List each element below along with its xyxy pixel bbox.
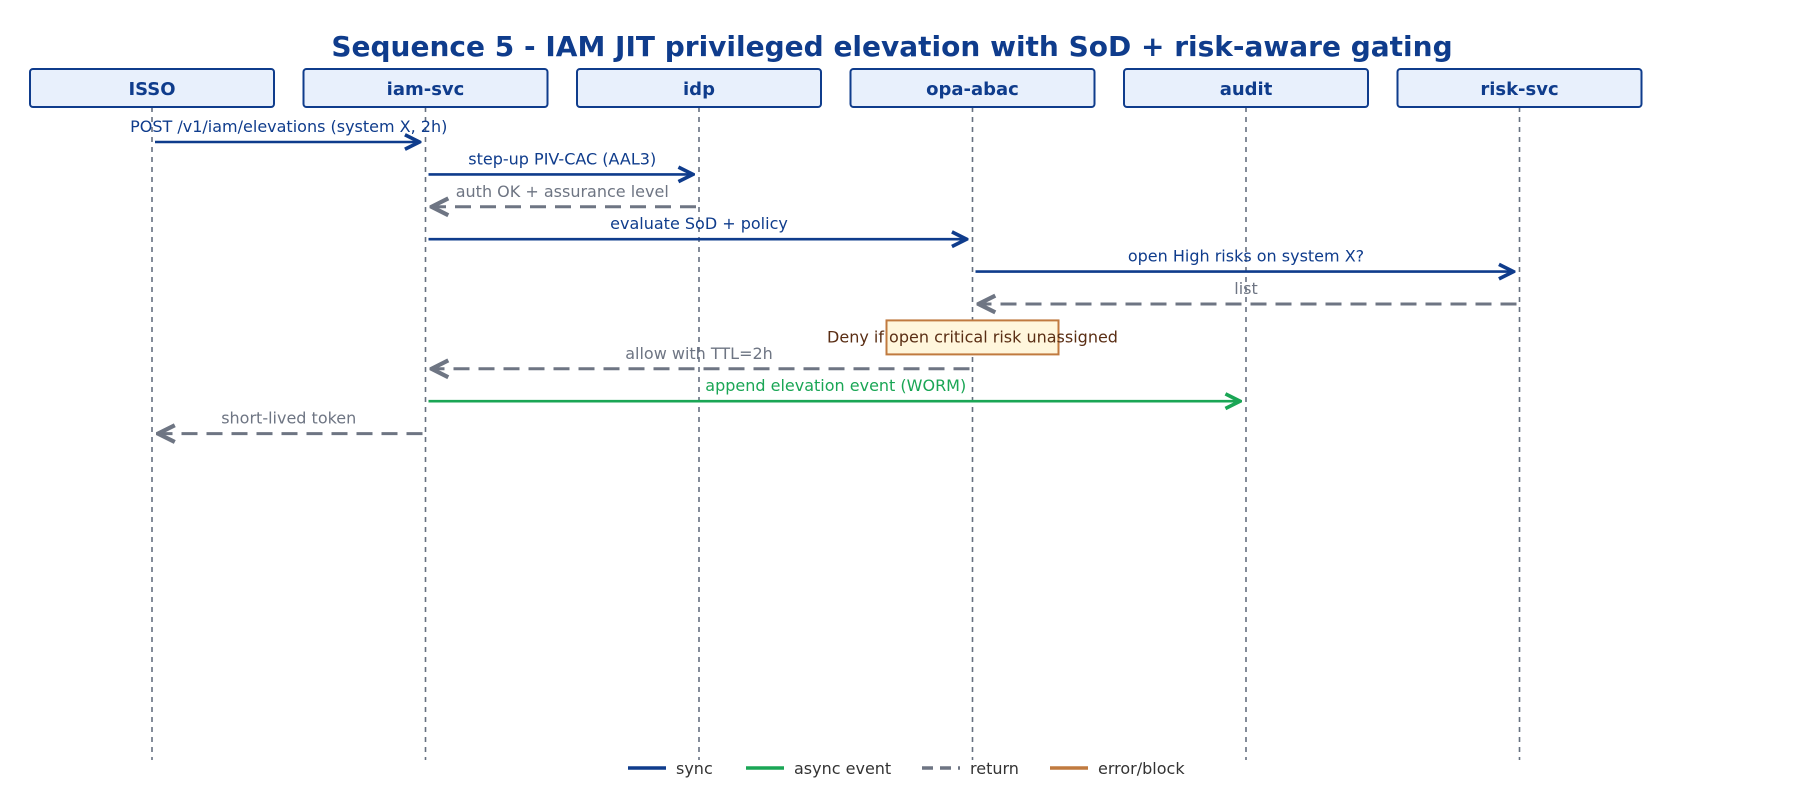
actor-opa-abac: opa-abac	[849, 68, 1096, 108]
message-sync: evaluate SoD + policy	[428, 214, 967, 239]
message-label: allow with TTL=2h	[625, 344, 773, 363]
actor-isso: ISSO	[29, 68, 275, 108]
message-return: list	[979, 279, 1517, 304]
actor-box	[1123, 68, 1369, 108]
messages: POST /v1/iam/elevations (system X, 2h) st…	[130, 117, 1517, 434]
message-label: step-up PIV-CAC (AAL3)	[468, 149, 656, 168]
legend-item-async: async event	[746, 759, 891, 778]
actor-label: risk-svc	[1480, 79, 1558, 100]
actors: ISSO iam-svc idp opa-abac audit risk-svc	[29, 68, 1643, 108]
note: Deny if open critical risk unassigned	[827, 319, 1118, 356]
message-sync: step-up PIV-CAC (AAL3)	[428, 149, 694, 174]
message-sync: open High risks on system X?	[975, 247, 1514, 272]
message-return: auth OK + assurance level	[432, 182, 696, 207]
legend-label: async event	[794, 759, 891, 778]
actor-label: audit	[1220, 79, 1273, 100]
diagram-title: Sequence 5 - IAM JIT privileged elevatio…	[331, 30, 1452, 63]
actor-risk-svc: risk-svc	[1396, 68, 1643, 108]
actor-box	[29, 68, 275, 108]
actor-box	[849, 68, 1096, 108]
message-label: auth OK + assurance level	[456, 182, 669, 201]
legend-label: error/block	[1098, 759, 1185, 778]
legend-item-error: error/block	[1050, 759, 1185, 778]
legend-label: sync	[676, 759, 713, 778]
actor-label: idp	[683, 79, 715, 100]
message-label: POST /v1/iam/elevations (system X, 2h)	[130, 117, 447, 136]
lifelines	[151, 107, 1521, 760]
message-return: short-lived token	[158, 409, 423, 434]
actor-label: ISSO	[128, 79, 175, 100]
actor-box	[576, 68, 822, 108]
message-sync: POST /v1/iam/elevations (system X, 2h)	[130, 117, 447, 142]
legend-item-return: return	[922, 759, 1019, 778]
actor-box	[302, 68, 549, 108]
note-label: Deny if open critical risk unassigned	[827, 327, 1118, 346]
legend: sync async event return error/block	[628, 759, 1185, 778]
message-label: open High risks on system X?	[1128, 247, 1364, 266]
actor-iam-svc: iam-svc	[302, 68, 549, 108]
actor-label: opa-abac	[926, 79, 1019, 100]
actor-audit: audit	[1123, 68, 1369, 108]
message-label: list	[1234, 279, 1258, 298]
legend-item-sync: sync	[628, 759, 713, 778]
message-return: allow with TTL=2h	[432, 344, 970, 369]
message-label: short-lived token	[221, 409, 356, 428]
message-label: evaluate SoD + policy	[610, 214, 788, 233]
actor-label: iam-svc	[387, 79, 465, 100]
actor-idp: idp	[576, 68, 822, 108]
actor-box	[1396, 68, 1643, 108]
legend-label: return	[970, 759, 1019, 778]
message-label: append elevation event (WORM)	[705, 376, 966, 395]
message-async: append elevation event (WORM)	[428, 376, 1241, 401]
note-box	[885, 319, 1060, 356]
